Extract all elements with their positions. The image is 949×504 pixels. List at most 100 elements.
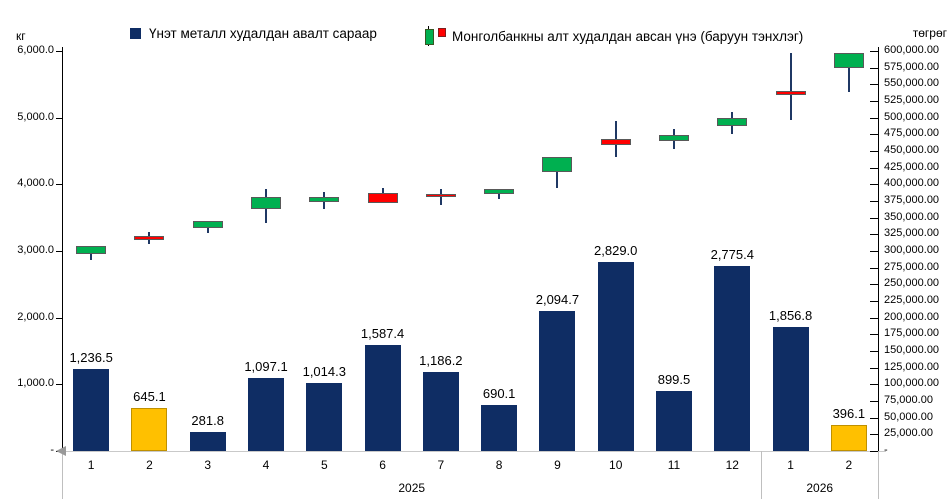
right-axis-tick-label: 250,000.00 — [884, 277, 940, 290]
right-axis-tick-label: 375,000.00 — [884, 194, 940, 206]
left-axis-tick — [56, 184, 63, 186]
x-axis-line — [62, 451, 886, 452]
right-axis-title: төгрөг — [912, 26, 947, 40]
candlestick-series-icon — [424, 26, 452, 46]
bar-data-label: 690.1 — [482, 385, 516, 401]
right-axis-tick — [870, 217, 879, 219]
bar-data-label: 1,014.3 — [302, 364, 346, 380]
right-axis-tick — [870, 417, 879, 419]
candle-wick — [789, 53, 792, 120]
left-axis-tick-label: 5,000.0 — [17, 110, 54, 123]
left-axis-line — [62, 47, 63, 451]
x-axis-month-label: 10 — [609, 458, 623, 472]
candle-month-2025-12 — [717, 118, 748, 126]
right-axis-tick-label: 225,000.00 — [884, 294, 940, 306]
bar-month-2026-1 — [772, 327, 809, 451]
right-axis-tick — [870, 301, 879, 302]
left-axis-title: кг — [16, 29, 26, 43]
right-axis-tick-label: 100,000.00 — [884, 377, 940, 390]
right-axis-tick-label: 200,000.00 — [884, 310, 940, 323]
legend-item-candle-series[interactable]: Монголбанкны алт худалдан авсан үнэ (бар… — [424, 26, 803, 46]
right-axis-tick — [870, 234, 879, 236]
right-axis-tick-label: 550,000.00 — [884, 77, 940, 90]
bar-data-label: 396.1 — [832, 405, 866, 421]
bar-month-2025-1 — [73, 368, 110, 451]
right-axis-tick — [870, 284, 879, 286]
bar-data-label: 2,829.0 — [594, 243, 638, 259]
right-axis-tick — [870, 201, 879, 202]
x-axis-year-label: 2025 — [398, 481, 426, 495]
right-axis-tick-label: 450,000.00 — [884, 144, 940, 156]
x-axis-year-label: 2026 — [806, 481, 834, 495]
right-axis-tick-label: 275,000.00 — [884, 260, 940, 273]
x-axis-month-label: 2 — [146, 458, 153, 472]
right-axis-tick-label: 150,000.00 — [884, 344, 940, 356]
candle-month-2025-6 — [367, 192, 398, 203]
bar-month-2025-9 — [539, 311, 576, 451]
origin-arrow-icon — [56, 446, 66, 456]
candle-month-2025-1 — [76, 245, 107, 254]
legend-candle-label: Монголбанкны алт худалдан авсан үнэ (бар… — [452, 28, 804, 44]
category-divider — [761, 451, 763, 499]
right-axis-tick-label: 425,000.00 — [884, 160, 940, 173]
right-axis-tick — [870, 151, 879, 152]
candle-wick — [556, 156, 559, 189]
right-axis-tick — [870, 134, 879, 136]
bar-data-label: 2,094.7 — [535, 292, 580, 308]
right-axis-tick — [870, 167, 879, 169]
candle-month-2026-2 — [833, 53, 864, 69]
x-axis-month-label: 1 — [787, 458, 794, 472]
bar-data-label: 1,186.2 — [419, 352, 463, 368]
bar-month-2025-11 — [656, 391, 692, 451]
right-axis-tick — [870, 67, 879, 69]
x-axis-month-label: 9 — [554, 458, 561, 472]
right-axis-tick-label: 575,000.00 — [884, 60, 940, 73]
bar-data-label: 2,775.4 — [710, 246, 754, 262]
left-axis-tick — [56, 317, 63, 319]
right-axis-tick — [870, 367, 879, 369]
candle-month-2026-1 — [775, 90, 806, 95]
candle-month-2025-4 — [251, 197, 281, 210]
bar-month-2025-4 — [248, 377, 284, 451]
right-axis-tick-label: 125,000.00 — [884, 360, 940, 373]
category-divider — [62, 451, 63, 499]
bar-month-2025-2 — [131, 407, 168, 451]
bar-data-label: 1,856.8 — [768, 308, 813, 324]
x-axis-month-label: 11 — [667, 458, 681, 472]
left-axis-tick — [56, 384, 63, 386]
right-axis-tick-label: 75,000.00 — [884, 394, 933, 406]
x-axis-month-label: 3 — [204, 458, 212, 472]
right-axis-tick-label: 600,000.00 — [884, 44, 940, 56]
left-axis-tick-label: 4,000.0 — [17, 177, 54, 190]
candle-month-2025-10 — [600, 139, 631, 146]
right-axis-tick-label: 525,000.00 — [884, 94, 940, 106]
candle-month-2025-7 — [425, 194, 456, 198]
right-axis-tick-label: 175,000.00 — [884, 327, 940, 340]
left-axis-tick — [56, 51, 63, 52]
left-axis-tick-label: - — [50, 444, 54, 456]
left-axis-tick-label: 2,000.0 — [17, 310, 54, 323]
bar-month-2026-2 — [830, 424, 867, 451]
bar-month-2025-7 — [422, 371, 459, 451]
left-axis-tick-label: 3,000.0 — [17, 244, 54, 256]
candle-month-2025-9 — [542, 156, 573, 172]
right-axis-line — [878, 47, 879, 451]
right-axis-tick — [870, 434, 879, 436]
chart-legend: Үнэт металл худалдан авалт сараар Монгол… — [0, 24, 949, 46]
bar-data-label: 1,097.1 — [244, 358, 288, 374]
right-axis-tick — [870, 101, 879, 102]
candle-month-2025-3 — [192, 220, 223, 229]
right-axis-tick-label: 50,000.00 — [884, 410, 933, 423]
bar-month-2025-5 — [306, 383, 343, 451]
legend-item-bar-series[interactable]: Үнэт металл худалдан авалт сараар — [130, 26, 377, 41]
bar-month-2025-8 — [481, 404, 518, 451]
right-axis-tick-label: 325,000.00 — [884, 227, 940, 240]
right-axis-tick — [870, 351, 879, 352]
bar-data-label: 281.8 — [191, 413, 224, 429]
candle-wick — [498, 188, 501, 199]
right-axis-tick-label: 400,000.00 — [884, 177, 940, 190]
x-axis-month-label: 7 — [437, 458, 445, 472]
bar-month-2025-10 — [597, 262, 634, 451]
right-axis-tick — [870, 334, 879, 336]
